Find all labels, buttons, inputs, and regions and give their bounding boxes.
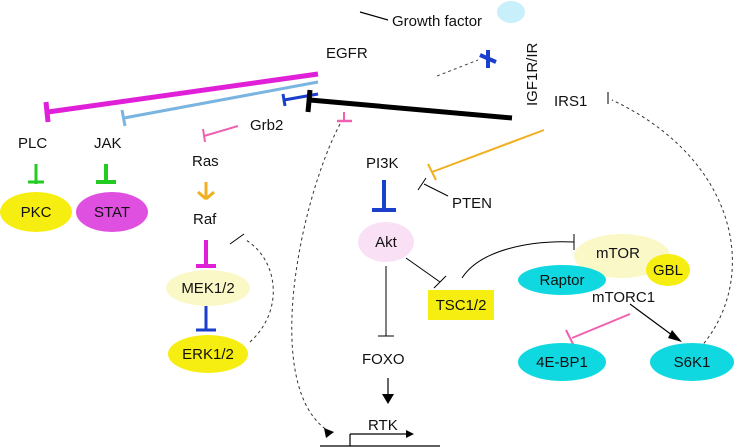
- igf1r-dashed-link: [436, 59, 479, 77]
- plc-label: PLC: [18, 135, 47, 152]
- pten-tee: [417, 177, 427, 191]
- akt-tsc-edge: [405, 257, 441, 283]
- gbl-label: GBL: [653, 262, 683, 279]
- s6k1-label: S6K1: [674, 354, 711, 371]
- jak-label: JAK: [94, 135, 122, 152]
- raptor-node: [518, 265, 606, 295]
- mek-node: [166, 270, 250, 306]
- growth-factor-line: [359, 11, 389, 21]
- foxo-label: FOXO: [362, 351, 405, 368]
- mtor-label: mTOR: [596, 245, 640, 262]
- akt-label: Akt: [375, 234, 398, 251]
- tsc-node: [428, 290, 494, 320]
- igf1r-label: IGF1R/IR: [524, 42, 541, 106]
- grb2-blue-tee: [281, 93, 287, 107]
- egfr-jak-edge: [123, 80, 319, 120]
- pi3k-label: PI3K: [366, 155, 399, 172]
- erk-node: [168, 335, 248, 373]
- 4ebp1-node: [518, 343, 606, 381]
- rtk-promoter-arrowhead: [406, 430, 414, 438]
- erk-raf-feedback: [245, 239, 274, 343]
- s6k1-irs1-feedback: [611, 99, 733, 349]
- pkc-label: PKC: [21, 204, 52, 221]
- egfr-plc-edge: [47, 71, 319, 115]
- receptor-rtk-arrowhead: [324, 428, 334, 438]
- pi3k-tee: [427, 163, 437, 181]
- tsc-label: TSC1/2: [436, 297, 487, 314]
- grb2-ras-edge: [203, 125, 239, 137]
- irs1-label: IRS1: [554, 93, 587, 110]
- rtk-label: RTK: [368, 417, 398, 434]
- gbl-node: [646, 254, 690, 286]
- mek-label: MEK1/2: [181, 280, 234, 297]
- mtor-node: [574, 234, 670, 278]
- akt-node: [358, 222, 414, 262]
- raptor-label: Raptor: [539, 272, 584, 289]
- s6k1-arrowhead: [668, 330, 682, 342]
- s6k1-node: [650, 343, 734, 381]
- grb2-label: Grb2: [250, 117, 283, 134]
- receptor-black-edge: [309, 97, 513, 121]
- irs1-pi3k-edge: [431, 129, 545, 173]
- raf-feedback-tee: [229, 233, 245, 245]
- ras-tee: [202, 128, 206, 143]
- ras-raf-head-b: [205, 190, 215, 201]
- egfr-grb2-edge: [283, 92, 319, 102]
- plc-tee: [43, 101, 51, 123]
- mtorc1-s6k1-edge: [629, 303, 677, 339]
- mtorc1-label: mTORC1: [592, 289, 655, 306]
- raf-label: Raf: [193, 211, 217, 228]
- ras-label: Ras: [192, 153, 219, 170]
- erk-label: ERK1/2: [182, 346, 234, 363]
- egfr-label: EGFR: [326, 45, 368, 62]
- mtorc1-4ebp1-edge: [571, 313, 631, 339]
- stat-label: STAT: [94, 204, 130, 221]
- tsc-tee: [433, 275, 447, 289]
- pkc-node: [0, 192, 72, 232]
- pten-pi3k-edge: [423, 183, 449, 197]
- stat-node: [76, 192, 148, 232]
- receptor-black-tee: [305, 89, 313, 113]
- growth-factor-ligand: [497, 1, 525, 23]
- growth-factor-label: Growth factor: [392, 13, 482, 30]
- 4ebp1-label: 4E-BP1: [536, 354, 588, 371]
- 4ebp1-tee: [565, 329, 575, 347]
- ras-raf-head-a: [197, 190, 207, 201]
- tsc-mtor-edge: [461, 241, 575, 279]
- pten-label: PTEN: [452, 195, 492, 212]
- foxo-rtk-arrowhead: [382, 394, 394, 404]
- jak-tee: [120, 109, 127, 127]
